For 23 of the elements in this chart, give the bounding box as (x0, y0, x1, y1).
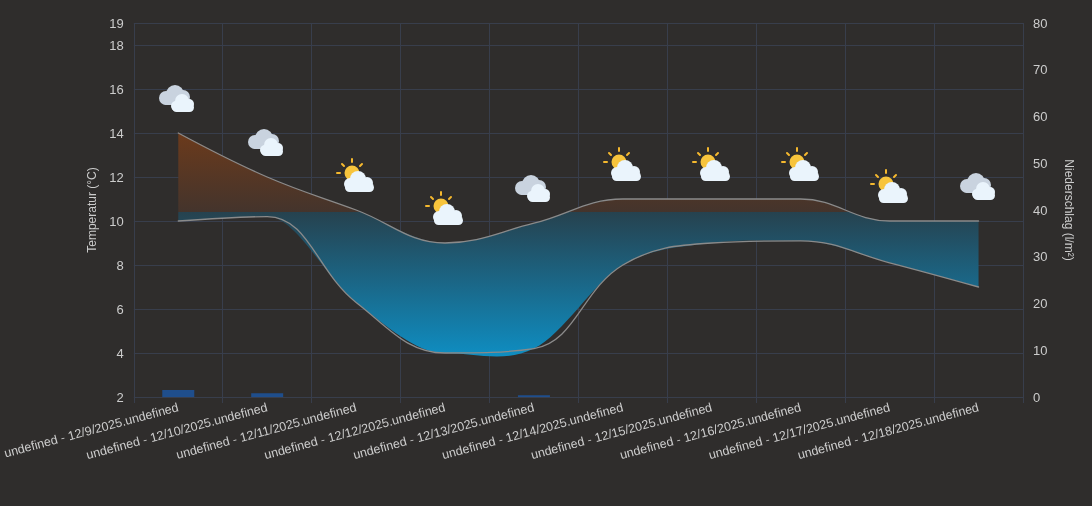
y2-tick-label: 70 (1033, 62, 1048, 78)
y-tick-label: 19 (109, 15, 124, 31)
y-tick-label: 4 (116, 345, 124, 361)
y2-axis-title: Niederschlag (l/m²) (1062, 159, 1076, 261)
y2-tick-label: 0 (1033, 389, 1041, 405)
line-series (177, 132, 980, 244)
y-tick-label: 8 (116, 257, 124, 273)
y-tick-label: 18 (109, 37, 124, 53)
y-axis-title: Temperatur (°C) (85, 167, 100, 253)
y-tick-label: 14 (109, 125, 124, 141)
y-tick-label: 2 (116, 389, 124, 405)
y-tick-label: 10 (109, 213, 124, 229)
y2-tick-label: 30 (1033, 249, 1048, 265)
y2-tick-label: 10 (1033, 342, 1048, 358)
y2-tick-label: 40 (1033, 202, 1048, 218)
y2-tick-label: 50 (1033, 155, 1048, 171)
y2-tick-label: 60 (1033, 109, 1048, 124)
y-tick-label: 6 (116, 301, 124, 317)
y2-tick-label: 80 (1033, 15, 1048, 31)
y2-tick-label: 20 (1033, 296, 1048, 311)
y-tick-label: 12 (109, 169, 124, 185)
y-tick-label: 16 (109, 81, 124, 97)
line-series (177, 215, 980, 354)
